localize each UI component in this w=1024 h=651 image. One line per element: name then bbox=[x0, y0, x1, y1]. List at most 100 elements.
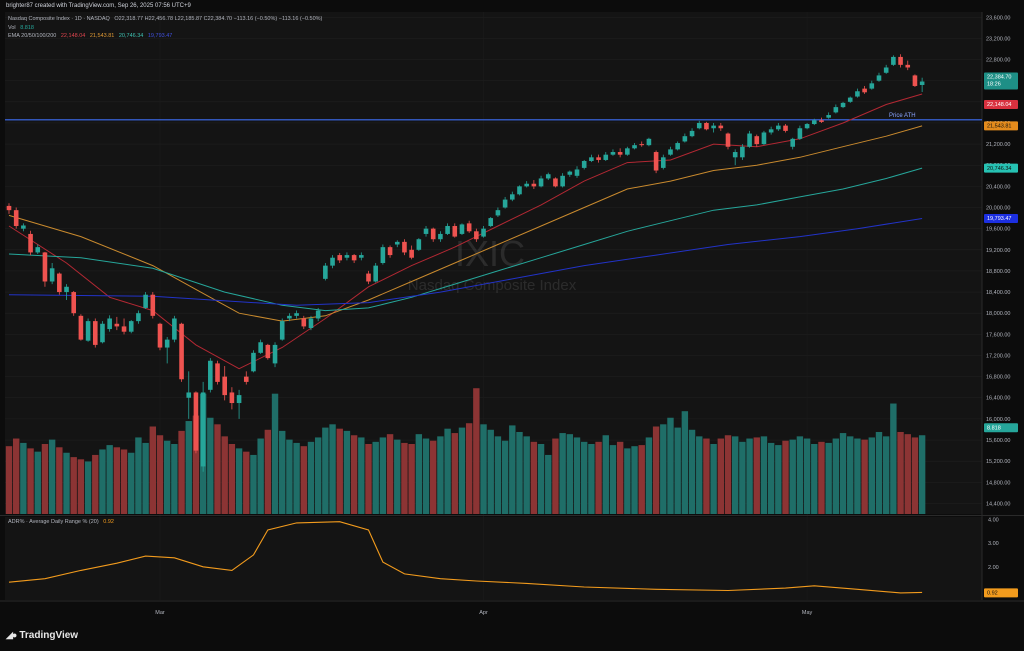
candle[interactable] bbox=[416, 238, 422, 251]
candle[interactable] bbox=[315, 307, 321, 322]
candle[interactable] bbox=[35, 244, 41, 255]
candle[interactable] bbox=[510, 191, 515, 202]
candle[interactable] bbox=[92, 318, 98, 348]
candle[interactable] bbox=[64, 284, 69, 300]
candle[interactable] bbox=[898, 54, 903, 68]
candle[interactable] bbox=[150, 292, 156, 319]
candle[interactable] bbox=[617, 148, 623, 158]
candle[interactable] bbox=[445, 223, 450, 235]
candle[interactable] bbox=[294, 310, 299, 319]
candle[interactable] bbox=[639, 141, 645, 147]
candle[interactable] bbox=[279, 318, 285, 341]
candle[interactable] bbox=[689, 128, 695, 138]
candle[interactable] bbox=[531, 180, 537, 190]
candle[interactable] bbox=[855, 88, 860, 98]
candle[interactable] bbox=[862, 85, 867, 94]
candle[interactable] bbox=[366, 270, 371, 285]
candle[interactable] bbox=[13, 207, 19, 229]
candle[interactable] bbox=[330, 255, 335, 269]
candle[interactable] bbox=[28, 230, 33, 256]
candle[interactable] bbox=[308, 315, 314, 331]
tradingview-brand[interactable]: ◢● TradingView bbox=[6, 630, 78, 641]
candle[interactable] bbox=[768, 126, 774, 135]
candle[interactable] bbox=[42, 251, 48, 287]
candle[interactable] bbox=[251, 350, 256, 373]
candle[interactable] bbox=[402, 239, 407, 256]
time-axis[interactable]: MarAprMayJunJulAugSepOct bbox=[155, 610, 1024, 616]
candle[interactable] bbox=[323, 263, 328, 281]
candle[interactable] bbox=[136, 310, 141, 324]
candle[interactable] bbox=[6, 203, 12, 214]
candle[interactable] bbox=[574, 166, 580, 178]
candle[interactable] bbox=[229, 387, 235, 410]
candle[interactable] bbox=[553, 177, 558, 188]
candle[interactable] bbox=[351, 254, 357, 263]
candle[interactable] bbox=[208, 358, 213, 393]
candle[interactable] bbox=[883, 64, 889, 74]
candle[interactable] bbox=[474, 228, 479, 242]
candle[interactable] bbox=[85, 318, 91, 342]
candle[interactable] bbox=[754, 134, 760, 147]
candle[interactable] bbox=[919, 77, 925, 93]
candle[interactable] bbox=[797, 125, 803, 140]
candle[interactable] bbox=[481, 226, 486, 238]
candle[interactable] bbox=[660, 154, 666, 170]
candle[interactable] bbox=[186, 371, 192, 419]
candle[interactable] bbox=[761, 130, 767, 146]
candle[interactable] bbox=[466, 220, 472, 233]
candle[interactable] bbox=[545, 172, 551, 181]
candle[interactable] bbox=[100, 321, 105, 344]
candle[interactable] bbox=[394, 240, 400, 248]
candle[interactable] bbox=[128, 320, 134, 334]
candle[interactable] bbox=[847, 96, 853, 103]
candle[interactable] bbox=[804, 122, 810, 130]
candle[interactable] bbox=[200, 381, 206, 472]
candle[interactable] bbox=[732, 149, 738, 166]
candle[interactable] bbox=[373, 263, 378, 283]
candle[interactable] bbox=[819, 117, 824, 123]
candle[interactable] bbox=[632, 143, 637, 150]
candle[interactable] bbox=[438, 231, 443, 242]
candle[interactable] bbox=[164, 336, 170, 364]
candle[interactable] bbox=[258, 339, 263, 354]
candle[interactable] bbox=[596, 154, 601, 163]
candle[interactable] bbox=[265, 343, 271, 360]
candle[interactable] bbox=[215, 360, 220, 385]
candle[interactable] bbox=[344, 252, 350, 261]
candle[interactable] bbox=[826, 112, 831, 119]
candle[interactable] bbox=[811, 118, 817, 126]
candle[interactable] bbox=[172, 315, 177, 343]
candle[interactable] bbox=[452, 223, 458, 238]
candle[interactable] bbox=[49, 263, 55, 285]
candle[interactable] bbox=[538, 175, 544, 188]
candle[interactable] bbox=[560, 173, 565, 188]
candle[interactable] bbox=[114, 316, 120, 331]
candle[interactable] bbox=[459, 223, 465, 235]
candle[interactable] bbox=[869, 80, 875, 90]
candle[interactable] bbox=[682, 133, 688, 143]
candle[interactable] bbox=[905, 60, 911, 71]
candle[interactable] bbox=[912, 74, 918, 88]
candle[interactable] bbox=[790, 137, 796, 150]
candle[interactable] bbox=[179, 322, 184, 382]
candle[interactable] bbox=[488, 217, 494, 228]
candle[interactable] bbox=[718, 122, 724, 131]
candle[interactable] bbox=[495, 207, 501, 218]
candle[interactable] bbox=[610, 149, 616, 156]
candle[interactable] bbox=[272, 342, 278, 368]
candle[interactable] bbox=[740, 144, 745, 160]
candle[interactable] bbox=[107, 315, 112, 332]
candle[interactable] bbox=[301, 315, 307, 330]
candle[interactable] bbox=[517, 185, 522, 196]
candle[interactable] bbox=[668, 146, 673, 156]
candle[interactable] bbox=[646, 137, 652, 147]
candle[interactable] bbox=[589, 154, 594, 163]
candle[interactable] bbox=[567, 170, 573, 177]
candle[interactable] bbox=[675, 141, 680, 151]
candle[interactable] bbox=[143, 292, 148, 309]
candle[interactable] bbox=[876, 72, 882, 82]
candle[interactable] bbox=[121, 318, 127, 335]
candle[interactable] bbox=[430, 227, 436, 242]
candle[interactable] bbox=[696, 120, 702, 130]
